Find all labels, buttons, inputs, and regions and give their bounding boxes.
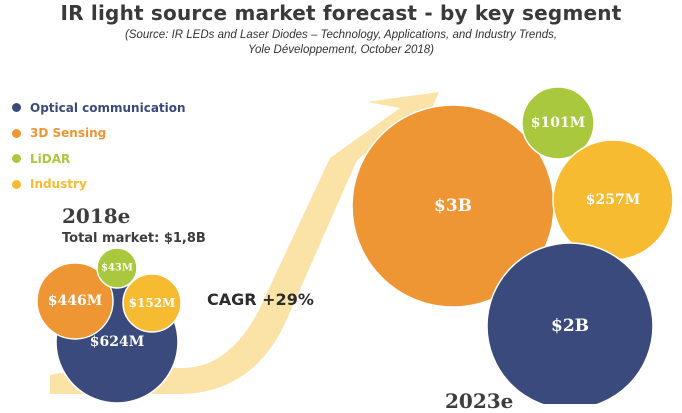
bubble-label-industry-2023e: $257M: [586, 192, 640, 208]
legend-label: Industry: [30, 177, 87, 192]
legend-marker: [12, 179, 21, 189]
legend-label: Optical communication: [30, 100, 186, 115]
bubble-label-3d-sensing-2023e: $3B: [434, 196, 472, 216]
legend-item-3d-sensing: 3D Sensing: [12, 121, 186, 147]
bubble-label-optical-communication-2023e: $2B: [551, 316, 589, 336]
legend-marker: [12, 103, 21, 113]
chart-source: (Source: IR LEDs and Laser Diodes – Tech…: [0, 28, 682, 58]
bubble-label-lidar-2023e: $101M: [531, 115, 585, 131]
chart-title: IR light source market forecast - by key…: [60, 1, 622, 25]
bubble-chart: $624M $446M $43M $152M $3B $101M $257M $2B: [36, 86, 674, 404]
legend-item-optical-communication: Optical communication: [12, 95, 186, 121]
bubble-industry-2018e: [122, 273, 182, 333]
source-line-2: Yole Développement, October 2018): [247, 44, 435, 56]
source-line-1: (Source: IR LEDs and Laser Diodes – Tech…: [124, 29, 558, 41]
legend-item-lidar: LiDAR: [12, 146, 186, 172]
bubble-label-industry-2018e: $152M: [129, 296, 176, 310]
legend-marker: [12, 154, 21, 164]
total-market-2018: Total market: $1,8B: [62, 231, 206, 246]
bubble-optical-communication-2023e: [486, 242, 654, 404]
legend-item-industry: Industry: [12, 172, 186, 198]
bubble-label-optical-communication-2018e: $624M: [90, 334, 144, 350]
legend-label: LiDAR: [30, 151, 71, 166]
legend-label: 3D Sensing: [30, 126, 107, 141]
bubble-label-lidar-2018e: $43M: [101, 263, 133, 274]
cagr-label: CAGR +29%: [207, 290, 314, 309]
year-2023-label: 2023e: [445, 389, 514, 413]
legend-marker: [12, 128, 21, 138]
bubble-lidar-2023e: [521, 86, 595, 160]
legend: Optical communication 3D Sensing LiDAR I…: [12, 95, 186, 197]
bubble-3d-sensing-2018e: [36, 262, 114, 340]
year-2018-label: 2018e: [62, 204, 131, 228]
bubble-lidar-2018e: [96, 247, 138, 289]
growth-arrow: [50, 92, 439, 394]
bubble-label-3d-sensing-2018e: $446M: [48, 293, 102, 309]
